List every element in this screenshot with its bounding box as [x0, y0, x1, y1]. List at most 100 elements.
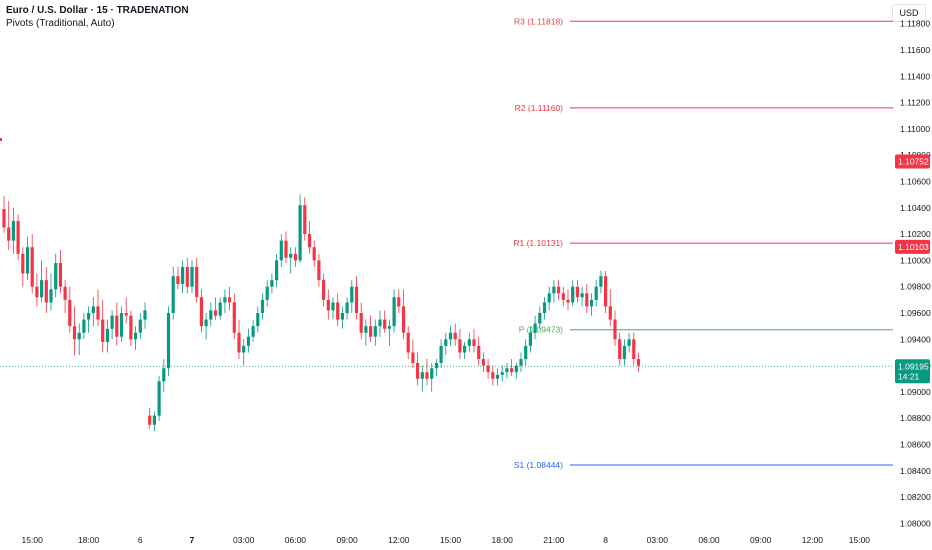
candle-body [115, 315, 119, 337]
candle-body [430, 368, 434, 379]
candle-body [387, 326, 391, 329]
candle-body [326, 299, 330, 311]
candle-body [580, 293, 584, 298]
bar-countdown: 14:21 [898, 371, 920, 381]
pivot-label-r3: R3 (1.11818) [514, 16, 563, 26]
candle-body [223, 297, 227, 303]
currency-button[interactable]: USD [892, 4, 926, 22]
candle-body [279, 240, 283, 261]
pivot-label-r1: R1 (1.10131) [513, 238, 563, 248]
candle-body [444, 339, 448, 346]
price-tick-label: 1.11200 [900, 98, 930, 108]
candle-body [265, 286, 269, 300]
candle-body [190, 266, 194, 287]
price-tick-label: 1.08400 [900, 466, 931, 476]
time-tick-label: 03:00 [233, 535, 255, 545]
candle-body [199, 297, 203, 327]
candle-body [218, 302, 222, 316]
chart-legend: Euro / U.S. Dollar · 15 · TRADENATION Pi… [6, 4, 189, 30]
candle-body [354, 286, 359, 314]
price-tick-label: 1.11600 [900, 45, 930, 55]
candle-body [101, 319, 105, 342]
candle-body [467, 339, 471, 346]
time-tick-label: 7 [190, 535, 195, 545]
candle-body [383, 319, 387, 329]
candle-body [636, 359, 641, 366]
candle-body [322, 280, 326, 300]
indicator-label[interactable]: Pivots (Traditional, Auto) [6, 18, 115, 29]
price-tick-label: 1.10000 [900, 255, 931, 265]
time-tick-label: 6 [138, 535, 143, 545]
candle-body [608, 306, 612, 320]
candle-body [40, 280, 44, 298]
candle-body [16, 220, 20, 254]
candle-body [21, 253, 25, 274]
candle-body [411, 352, 415, 363]
candle-body [166, 313, 171, 369]
candle-body [2, 209, 6, 228]
candle-body [68, 299, 72, 327]
price-tick-label: 1.09600 [900, 308, 931, 318]
price-tag-label: 1.10752 [898, 156, 929, 166]
time-tick-label: 8 [603, 535, 608, 545]
time-tick-label: 12:00 [802, 535, 824, 545]
candle-body [425, 372, 429, 379]
price-tick-label: 1.11800 [900, 19, 930, 29]
candle-body [298, 205, 302, 261]
candle-body [82, 319, 86, 333]
candle-body [157, 381, 161, 416]
candle-body [58, 263, 62, 287]
pivot-label-p: P (1.09473) [519, 325, 563, 335]
candle-body [204, 319, 208, 327]
candle-body [434, 362, 438, 369]
candle-body [345, 302, 349, 314]
candle-body [336, 302, 340, 320]
candle-body [30, 247, 34, 287]
candle-body [119, 313, 124, 337]
candle-body [481, 359, 485, 366]
candle-body [49, 289, 53, 303]
candle-body [613, 319, 617, 340]
candle-body [251, 326, 255, 337]
candle-body [458, 339, 462, 353]
candle-body [124, 313, 128, 316]
price-tag-label: 1.10103 [898, 242, 929, 252]
current-price-tag [895, 359, 930, 384]
candle-body [331, 302, 335, 311]
price-tag [895, 239, 930, 254]
candle-body [557, 286, 561, 294]
candle-body [317, 260, 321, 281]
price-tick-label: 1.10600 [900, 176, 931, 186]
candle-body [148, 415, 152, 425]
candle-body [284, 240, 288, 258]
price-tick-label: 1.08600 [900, 440, 931, 450]
candle-body [589, 299, 594, 307]
candle-body [575, 286, 579, 298]
price-tick-label: 1.11000 [900, 124, 930, 134]
price-tick-label: 1.08800 [900, 413, 931, 423]
candle-body [181, 266, 185, 285]
price-tick-label: 1.08000 [900, 518, 931, 528]
candle-body [237, 332, 241, 353]
candle-body [618, 339, 622, 360]
candle-body [524, 345, 528, 360]
pivot-label-r2: R2 (1.11160) [515, 103, 564, 113]
candle-body [510, 368, 514, 373]
current-price-label: 1.09195 [898, 361, 929, 371]
candle-body [176, 276, 180, 285]
candle-body [373, 326, 377, 337]
time-axis[interactable]: 15:00 18:00 6 7 03:00 06:00 09:00 12:00 15:00 18:… [22, 535, 871, 545]
price-axis[interactable]: 1.118001.116001.114001.112001.110001.108… [900, 19, 931, 529]
symbol-title[interactable]: Euro / U.S. Dollar · 15 · TRADENATION [6, 5, 189, 16]
price-tick-label: 1.11400 [900, 71, 930, 81]
candle-body [486, 365, 490, 373]
candle-body [594, 286, 598, 300]
candle-body [420, 372, 424, 379]
candle-body [87, 313, 91, 320]
candle-body [162, 368, 166, 382]
candle-body [359, 313, 363, 333]
candle-body [91, 306, 95, 314]
candle-body [312, 247, 316, 261]
candle-body [401, 306, 406, 333]
